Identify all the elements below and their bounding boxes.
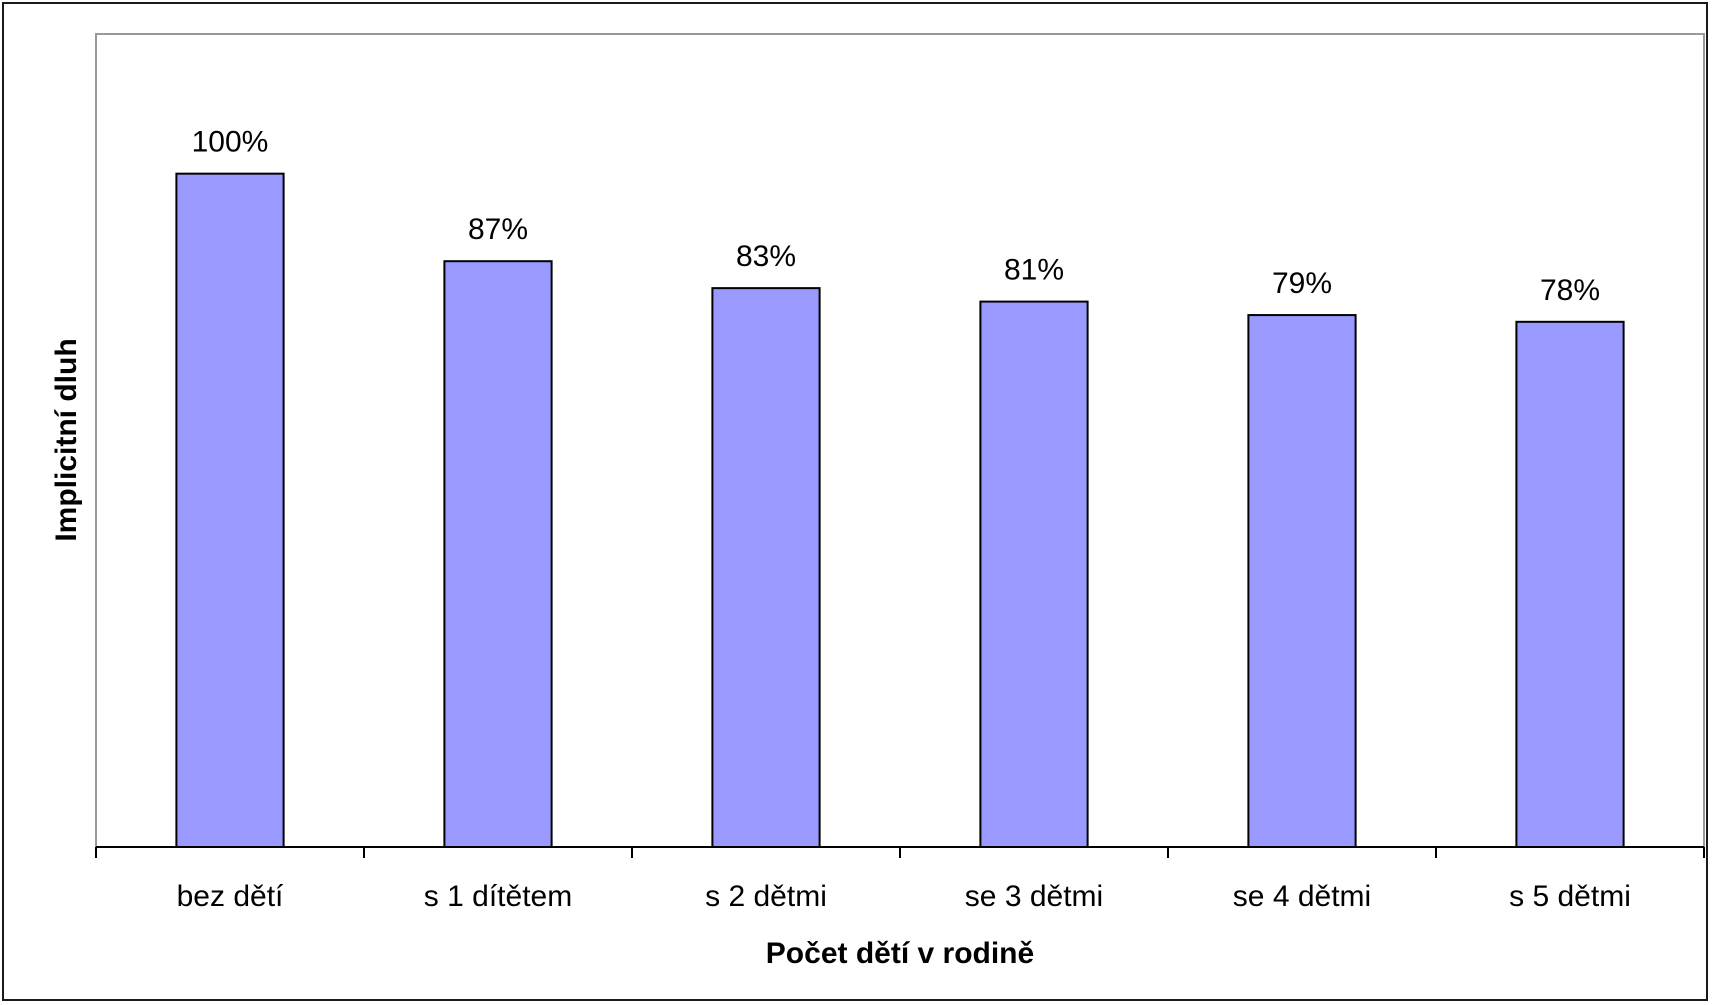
data-label: 78% xyxy=(1540,274,1600,307)
data-label: 79% xyxy=(1272,267,1332,300)
bar-5 xyxy=(1247,314,1357,849)
x-ticks-layer xyxy=(95,847,1705,858)
data-label: 81% xyxy=(1004,254,1064,287)
bars-layer xyxy=(175,172,1625,849)
data-label: 100% xyxy=(192,126,269,159)
x-tick-label: s 2 dětmi xyxy=(705,880,827,913)
x-tick-label: se 4 dětmi xyxy=(1233,880,1371,913)
bar-2 xyxy=(443,260,553,848)
x-tick-label: s 5 dětmi xyxy=(1509,880,1631,913)
data-label: 87% xyxy=(468,213,528,246)
data-label: 83% xyxy=(736,240,796,273)
plot-area xyxy=(95,33,1705,848)
x-tick-label: bez dětí xyxy=(177,880,284,913)
bar-6 xyxy=(1515,320,1625,848)
data-labels-layer: 100% 87% 83% 81% 79% 78% xyxy=(192,126,1600,307)
x-tick-labels-layer: bez dětí s 1 dítětem s 2 dětmi se 3 dětmi se… xyxy=(177,880,1631,913)
x-tick-label: s 1 dítětem xyxy=(424,880,572,913)
x-axis-title: Počet dětí v rodině xyxy=(766,937,1034,970)
bar-1 xyxy=(175,172,285,848)
x-tick-label: se 3 dětmi xyxy=(965,880,1103,913)
bar-4 xyxy=(979,300,1089,849)
bar-3 xyxy=(711,287,821,848)
y-axis-title: Implicitní dluh xyxy=(50,338,83,541)
